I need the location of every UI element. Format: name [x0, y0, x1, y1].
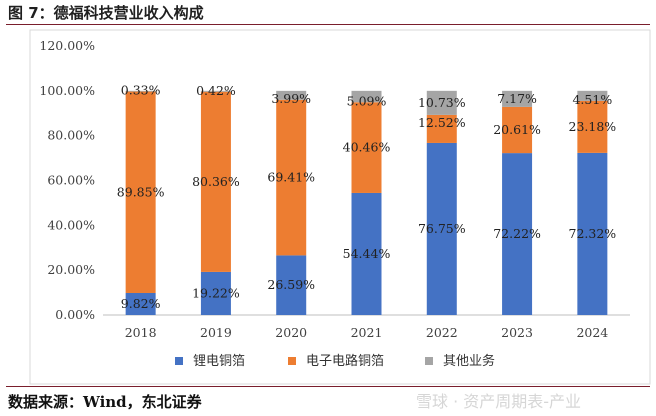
- data-label: 80.36%: [192, 174, 240, 189]
- x-tick-label: 2019: [200, 325, 232, 340]
- data-label: 0.42%: [196, 83, 236, 98]
- x-tick-label: 2018: [125, 325, 157, 340]
- figure-title: 图 7：德福科技营业收入构成: [8, 4, 204, 22]
- data-label: 89.85%: [117, 184, 165, 199]
- bar-segment: [200, 90, 231, 92]
- x-tick-label: 2021: [351, 325, 383, 340]
- chart-frame: [29, 29, 651, 385]
- bottom-rule: [6, 386, 650, 387]
- bar-segment: [502, 90, 533, 107]
- bar-segment: [502, 106, 533, 154]
- data-label: 4.51%: [572, 92, 612, 107]
- legend-swatch: [175, 357, 183, 365]
- watermark: 雪球 · 资产周期表-产业: [416, 392, 582, 411]
- bar-segment: [351, 102, 382, 193]
- top-rule: [6, 24, 650, 25]
- source-text: 数据来源：Wind，东北证券: [8, 393, 202, 411]
- data-label: 76.75%: [418, 221, 466, 236]
- data-label: 54.44%: [343, 246, 391, 261]
- bar-segment: [200, 271, 231, 315]
- bar-segment: [577, 100, 608, 153]
- bar-segment: [426, 90, 457, 115]
- bar-segment: [200, 91, 231, 272]
- bar-segment: [577, 90, 608, 101]
- y-tick-label: 100.00%: [39, 83, 95, 98]
- bar-segment: [276, 90, 307, 100]
- data-label: 3.99%: [271, 91, 311, 106]
- y-tick-label: 80.00%: [47, 128, 95, 143]
- x-tick-label: 2022: [426, 325, 458, 340]
- data-label: 40.46%: [343, 140, 391, 155]
- bar-segment: [276, 99, 307, 256]
- stacked-bar-chart: 0.00% 20.00% 40.00% 60.00% 80.00% 100.00% 120.…: [29, 29, 651, 385]
- y-tick-label: 120.00%: [39, 38, 95, 53]
- legend-label: 其他业务: [443, 353, 495, 369]
- x-tick-label: 2023: [501, 325, 533, 340]
- bar-segment: [426, 114, 457, 143]
- y-tick-label: 0.00%: [55, 307, 95, 322]
- data-label: 72.32%: [569, 226, 617, 241]
- data-label: 0.33%: [121, 83, 161, 98]
- data-label: 23.18%: [569, 119, 617, 134]
- data-label: 69.41%: [267, 170, 315, 185]
- data-label: 20.61%: [493, 122, 541, 137]
- data-label: 7.17%: [497, 91, 537, 106]
- bar-segment: [351, 192, 382, 315]
- bar-segment: [502, 153, 533, 315]
- data-label: 10.73%: [418, 95, 466, 110]
- data-label: 5.09%: [347, 93, 387, 108]
- x-tick-label: 2020: [275, 325, 307, 340]
- data-label: 9.82%: [121, 296, 161, 311]
- y-tick-label: 40.00%: [47, 217, 95, 232]
- data-label: 72.22%: [493, 226, 541, 241]
- bar-segment: [125, 91, 156, 293]
- data-label: 12.52%: [418, 115, 466, 130]
- y-tick-label: 60.00%: [47, 173, 95, 188]
- legend-swatch: [288, 357, 296, 365]
- bar-segment: [125, 292, 156, 315]
- data-label: 19.22%: [192, 285, 240, 300]
- bar-segment: [125, 90, 156, 92]
- x-tick-label: 2024: [576, 325, 608, 340]
- source-note: 数据来源：Wind，东北证券: [8, 391, 202, 412]
- bar-segment: [276, 255, 307, 315]
- bar-segment: [577, 152, 608, 315]
- legend-label: 锂电铜箔: [193, 353, 245, 369]
- bar-segment: [351, 90, 382, 103]
- y-tick-label: 20.00%: [47, 262, 95, 277]
- data-label: 26.59%: [267, 277, 315, 292]
- legend-swatch: [425, 357, 433, 365]
- bar-segment: [426, 142, 457, 315]
- legend-label: 电子电路铜箔: [306, 353, 384, 369]
